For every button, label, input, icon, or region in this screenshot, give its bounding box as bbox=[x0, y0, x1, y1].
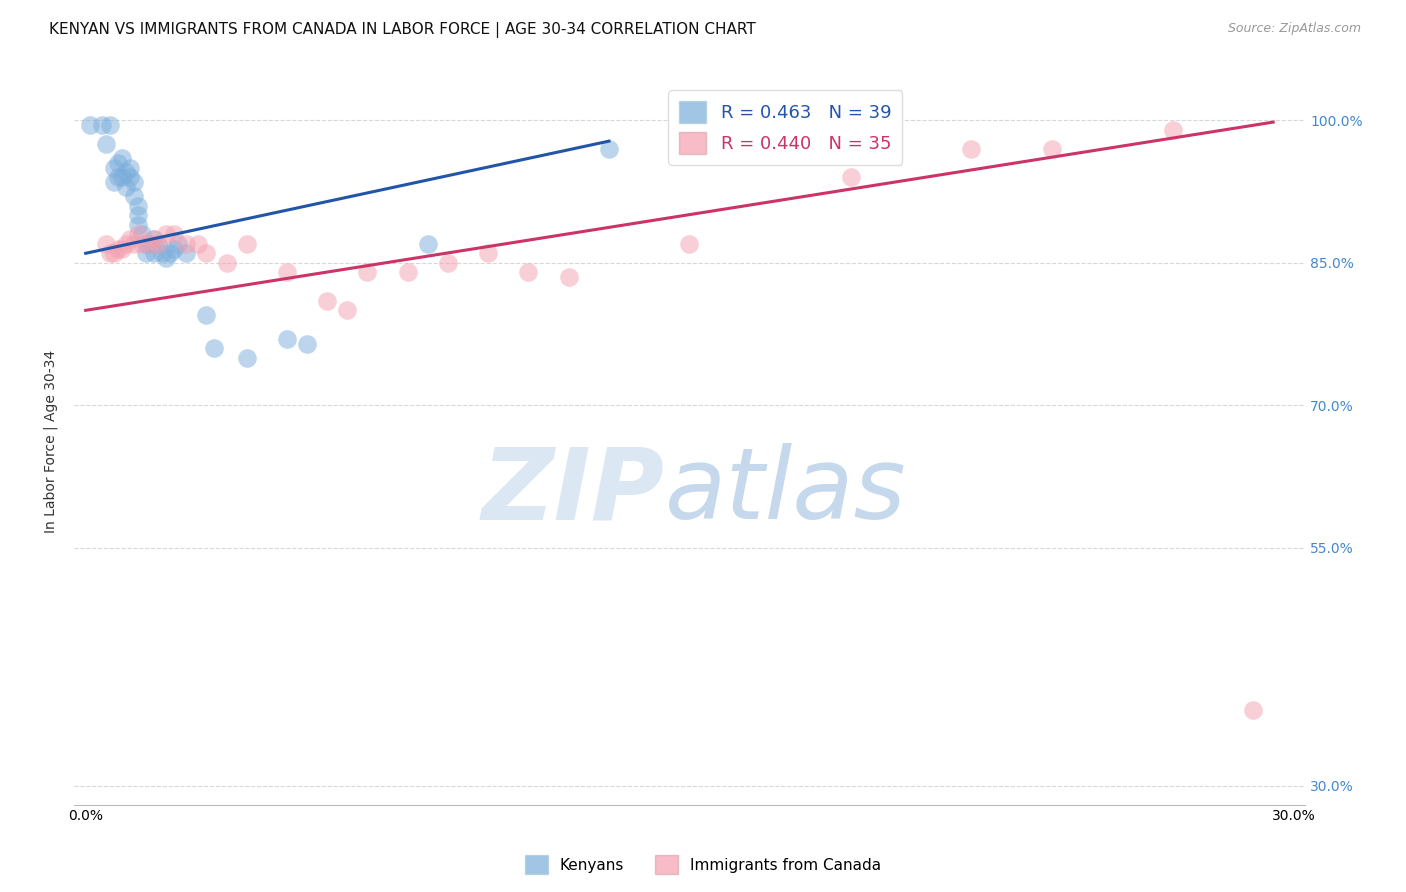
Point bbox=[1241, 702, 1264, 716]
Point bbox=[146, 236, 169, 251]
Point bbox=[437, 256, 460, 270]
Point bbox=[98, 246, 121, 260]
Point bbox=[204, 342, 226, 356]
Point bbox=[127, 227, 149, 242]
Point bbox=[103, 175, 125, 189]
Point bbox=[276, 265, 298, 279]
Point bbox=[115, 236, 138, 251]
Point bbox=[143, 232, 166, 246]
Point bbox=[118, 161, 141, 175]
Point bbox=[176, 236, 198, 251]
Point bbox=[195, 246, 218, 260]
Point bbox=[195, 308, 218, 322]
Point bbox=[94, 236, 117, 251]
Point bbox=[598, 142, 620, 156]
Text: KENYAN VS IMMIGRANTS FROM CANADA IN LABOR FORCE | AGE 30-34 CORRELATION CHART: KENYAN VS IMMIGRANTS FROM CANADA IN LABO… bbox=[49, 22, 756, 38]
Point bbox=[107, 170, 129, 185]
Point bbox=[336, 303, 359, 318]
Y-axis label: In Labor Force | Age 30-34: In Labor Force | Age 30-34 bbox=[44, 350, 58, 533]
Point bbox=[107, 156, 129, 170]
Point bbox=[356, 265, 378, 279]
Point bbox=[316, 293, 339, 308]
Point bbox=[416, 236, 439, 251]
Legend: R = 0.463   N = 39, R = 0.440   N = 35: R = 0.463 N = 39, R = 0.440 N = 35 bbox=[668, 90, 903, 165]
Point bbox=[295, 336, 318, 351]
Point bbox=[176, 246, 198, 260]
Text: ZIP: ZIP bbox=[482, 443, 665, 541]
Point bbox=[127, 218, 149, 232]
Point bbox=[150, 246, 173, 260]
Point bbox=[517, 265, 540, 279]
Point bbox=[155, 227, 177, 242]
Point bbox=[103, 246, 125, 260]
Point bbox=[159, 246, 181, 260]
Point bbox=[235, 351, 257, 365]
Point bbox=[155, 251, 177, 265]
Point bbox=[135, 236, 157, 251]
Point bbox=[139, 236, 162, 251]
Point bbox=[122, 236, 145, 251]
Point bbox=[131, 227, 153, 242]
Point bbox=[98, 118, 121, 132]
Point bbox=[1161, 122, 1184, 136]
Point bbox=[103, 161, 125, 175]
Point bbox=[276, 332, 298, 346]
Point bbox=[960, 142, 983, 156]
Point bbox=[115, 179, 138, 194]
Point bbox=[558, 270, 581, 285]
Point bbox=[122, 189, 145, 203]
Point bbox=[118, 170, 141, 185]
Point bbox=[139, 236, 162, 251]
Point bbox=[94, 136, 117, 151]
Point bbox=[115, 165, 138, 179]
Point bbox=[1040, 142, 1063, 156]
Point bbox=[215, 256, 238, 270]
Point bbox=[235, 236, 257, 251]
Point bbox=[163, 227, 186, 242]
Point bbox=[127, 199, 149, 213]
Legend: Kenyans, Immigrants from Canada: Kenyans, Immigrants from Canada bbox=[519, 849, 887, 880]
Point bbox=[79, 118, 101, 132]
Point bbox=[122, 175, 145, 189]
Point bbox=[135, 246, 157, 260]
Point bbox=[111, 151, 134, 165]
Point bbox=[678, 236, 700, 251]
Point bbox=[90, 118, 112, 132]
Point bbox=[839, 170, 862, 185]
Point bbox=[131, 236, 153, 251]
Point bbox=[107, 242, 129, 256]
Point bbox=[163, 242, 186, 256]
Point bbox=[127, 208, 149, 222]
Point bbox=[167, 236, 190, 251]
Text: atlas: atlas bbox=[665, 443, 907, 541]
Point bbox=[477, 246, 499, 260]
Point bbox=[396, 265, 419, 279]
Point bbox=[111, 242, 134, 256]
Text: Source: ZipAtlas.com: Source: ZipAtlas.com bbox=[1227, 22, 1361, 36]
Point bbox=[143, 246, 166, 260]
Point bbox=[118, 232, 141, 246]
Point bbox=[146, 236, 169, 251]
Point bbox=[111, 170, 134, 185]
Point bbox=[143, 232, 166, 246]
Point bbox=[187, 236, 209, 251]
